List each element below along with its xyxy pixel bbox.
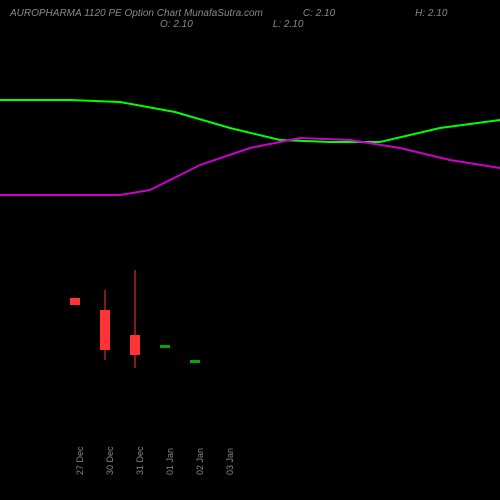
candle-body: [100, 310, 110, 350]
ohlc-open: O: 2.10: [160, 19, 193, 30]
x-axis-label: 02 Jan: [195, 448, 205, 475]
ohlc-high: H: 2.10: [415, 8, 447, 19]
chart-title: AUROPHARMA 1120 PE Option Chart MunafaSu…: [10, 8, 263, 19]
x-axis-label: 01 Jan: [165, 448, 175, 475]
ohlc-low: L: 2.10: [273, 19, 304, 30]
x-axis-label: 03 Jan: [225, 448, 235, 475]
ohlc-close: C: 2.10: [303, 8, 335, 19]
chart-header: AUROPHARMA 1120 PE Option Chart MunafaSu…: [10, 8, 490, 30]
candle-body: [190, 360, 200, 363]
x-axis: 27 Dec 30 Dec 31 Dec 01 Jan 02 Jan 03 Jan: [50, 420, 450, 480]
candle-body: [70, 298, 80, 305]
chart-area: [0, 40, 500, 420]
price-chart-svg: [0, 40, 500, 420]
x-axis-label: 30 Dec: [105, 446, 115, 475]
indicator-line: [0, 138, 500, 195]
candle-body: [130, 335, 140, 355]
x-axis-label: 27 Dec: [75, 446, 85, 475]
candle-body: [160, 345, 170, 348]
x-axis-label: 31 Dec: [135, 446, 145, 475]
indicator-line: [0, 100, 500, 142]
